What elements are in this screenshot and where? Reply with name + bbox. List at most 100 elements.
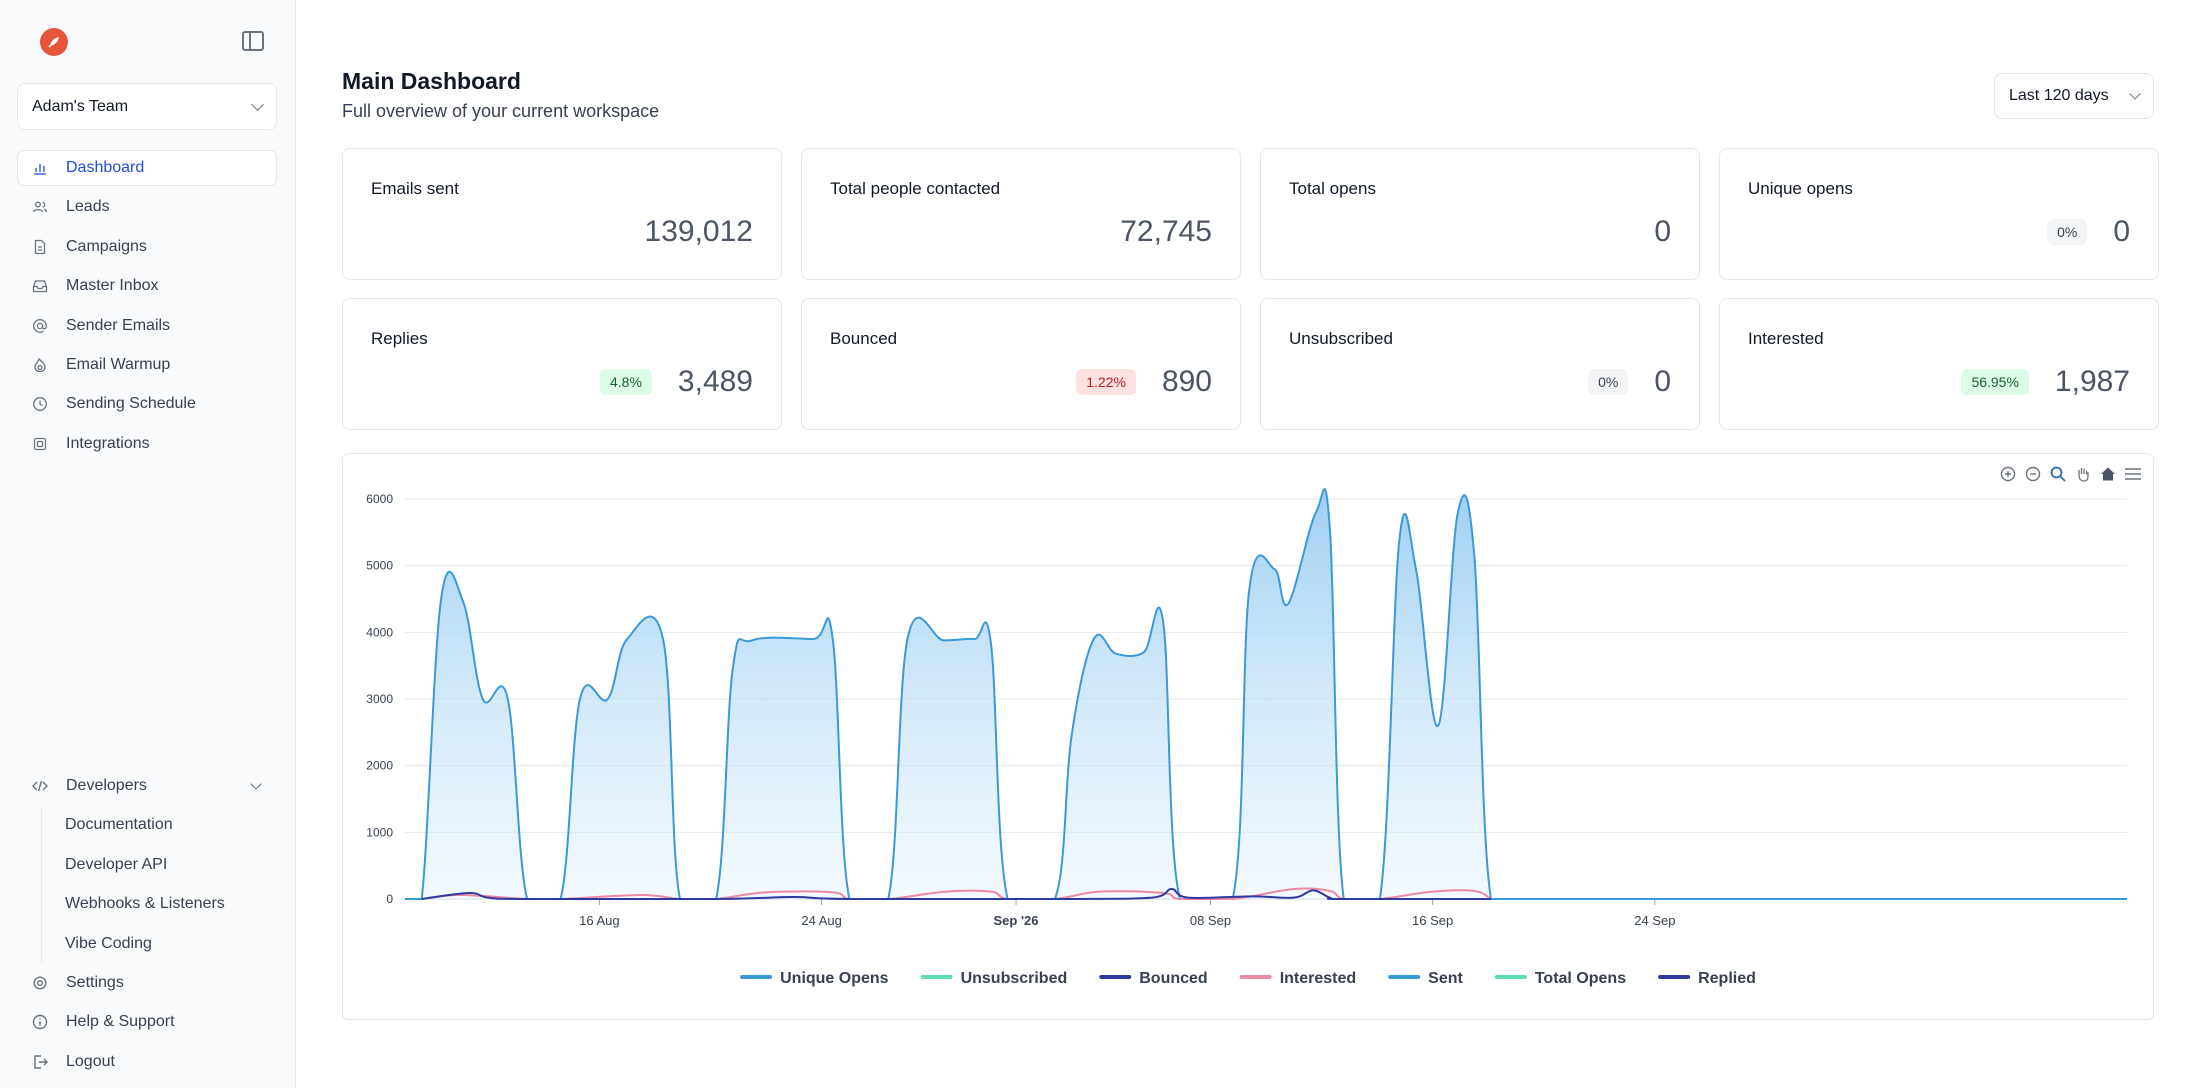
stat-value: 1,987 — [2054, 365, 2130, 398]
nav-dashboard-label: Dashboard — [66, 159, 145, 176]
pan-hand-icon[interactable] — [2073, 464, 2093, 484]
nav-logout-label: Logout — [66, 1052, 115, 1070]
team-name: Adam's Team — [32, 97, 129, 115]
code-icon — [32, 778, 48, 794]
bar-chart-icon — [32, 160, 48, 176]
nav-integrations[interactable]: Integrations — [17, 426, 277, 462]
sidebar-toggle-icon[interactable] — [242, 31, 264, 51]
nav-developers[interactable]: Developers — [17, 768, 277, 804]
stat-label: Bounced — [830, 329, 898, 348]
nav-settings[interactable]: Settings — [17, 965, 277, 1001]
info-icon — [32, 1014, 48, 1030]
legend-label: Interested — [1280, 970, 1356, 987]
page-title: Main Dashboard — [342, 68, 521, 94]
at-sign-icon — [32, 318, 48, 334]
stat-label: Total people contacted — [830, 179, 1001, 198]
nav-sending-schedule-label: Sending Schedule — [66, 395, 196, 413]
legend-label: Unsubscribed — [961, 970, 1068, 987]
nav-developer-api[interactable]: Developer API — [65, 855, 168, 873]
flame-icon — [32, 357, 48, 373]
legend-label: Total Opens — [1535, 970, 1626, 987]
chevron-down-icon — [2129, 88, 2141, 100]
stat-label: Replies — [371, 329, 428, 348]
nav-leads[interactable]: Leads — [17, 189, 277, 225]
stat-badge: 56.95% — [1961, 369, 2029, 395]
nav-webhooks[interactable]: Webhooks & Listeners — [65, 895, 225, 913]
nav-email-warmup[interactable]: Email Warmup — [17, 347, 277, 383]
stat-label: Total opens — [1289, 179, 1376, 198]
x-tick-label: 16 Aug — [579, 913, 620, 928]
stat-badge: 0% — [2047, 219, 2088, 245]
series-bounced-line — [421, 887, 1491, 901]
stat-card-total-people-contacted: Total people contacted 72,745 — [801, 148, 1241, 280]
stat-value: 0 — [2113, 215, 2130, 248]
app-logo[interactable] — [40, 28, 68, 56]
stat-label: Unsubscribed — [1289, 329, 1393, 348]
legend-label: Replied — [1698, 970, 1756, 987]
bottom-nav: Developers Documentation Developer API W… — [17, 768, 277, 1083]
nav-dashboard[interactable]: Dashboard — [17, 150, 277, 186]
nav-help-label: Help & Support — [66, 1013, 175, 1031]
chevron-down-icon — [251, 97, 264, 111]
stat-card-interested: Interested 56.95% 1,987 — [1719, 298, 2159, 430]
nav-leads-label: Leads — [66, 198, 110, 216]
zoom-in-icon[interactable] — [1998, 464, 2018, 484]
team-selector[interactable]: Adam's Team — [17, 83, 277, 130]
stat-label: Emails sent — [371, 179, 459, 198]
date-range-value: Last 120 days — [2009, 87, 2109, 104]
activity-chart: 0 1000 2000 3000 4000 5000 6000 16 Aug 24 Aug Sep… — [342, 453, 2154, 1020]
y-tick-label: 5000 — [366, 559, 393, 573]
stat-value: 0 — [1654, 365, 1671, 398]
nav-vibe-coding[interactable]: Vibe Coding — [65, 934, 152, 952]
menu-icon[interactable] — [2123, 464, 2143, 484]
nav-campaigns[interactable]: Campaigns — [17, 229, 277, 265]
magnifier-icon[interactable] — [2048, 464, 2068, 484]
clock-icon — [32, 396, 48, 412]
zoom-out-icon[interactable] — [2023, 464, 2043, 484]
logout-icon — [32, 1054, 48, 1070]
nav-sender-emails-label: Sender Emails — [66, 316, 171, 334]
sidebar: Adam's Team Dashboard Leads Campaigns Maste… — [0, 0, 296, 1088]
y-tick-label: 0 — [386, 892, 393, 906]
stat-badge: 4.8% — [600, 369, 652, 395]
nav-help[interactable]: Help & Support — [17, 1004, 277, 1040]
y-tick-label: 4000 — [366, 625, 393, 639]
nav-master-inbox-label: Master Inbox — [66, 277, 159, 295]
nav-developers-label: Developers — [66, 777, 147, 794]
stat-card-emails-sent: Emails sent 139,012 — [342, 148, 782, 280]
stat-value: 139,012 — [644, 215, 753, 248]
nav-integrations-label: Integrations — [66, 434, 150, 452]
x-tick-label: Sep '26 — [994, 913, 1039, 928]
x-tick-label: 16 Sep — [1412, 913, 1453, 928]
home-icon[interactable] — [2098, 464, 2118, 484]
chip-icon — [32, 436, 48, 452]
main-content: Main Dashboard Full overview of your cur… — [296, 0, 2200, 1088]
inbox-icon — [32, 278, 48, 294]
nav-master-inbox[interactable]: Master Inbox — [17, 268, 277, 304]
legend-label: Bounced — [1139, 970, 1207, 987]
nav-email-warmup-label: Email Warmup — [66, 355, 171, 373]
document-icon — [32, 239, 48, 255]
main-nav: Dashboard Leads Campaigns Master Inbox Sende… — [17, 150, 277, 465]
stat-value: 890 — [1161, 365, 1212, 398]
series-sent-area — [405, 488, 2127, 899]
date-range-select[interactable]: Last 120 days — [1994, 73, 2154, 119]
stat-card-bounced: Bounced 1.22% 890 — [801, 298, 1241, 430]
developers-submenu: Documentation Developer API Webhooks & L… — [41, 807, 277, 962]
x-tick-label: 24 Sep — [1634, 913, 1675, 928]
nav-sender-emails[interactable]: Sender Emails — [17, 308, 277, 344]
rocket-icon — [48, 37, 59, 48]
stat-card-replies: Replies 4.8% 3,489 — [342, 298, 782, 430]
nav-sending-schedule[interactable]: Sending Schedule — [17, 386, 277, 422]
chart-canvas: 0 1000 2000 3000 4000 5000 6000 16 Aug 24 Aug Sep… — [366, 488, 2127, 987]
stat-value: 72,745 — [1120, 215, 1212, 248]
nav-logout[interactable]: Logout — [17, 1044, 277, 1080]
legend-label: Unique Opens — [780, 970, 889, 987]
nav-documentation[interactable]: Documentation — [65, 816, 173, 834]
chevron-down-icon — [250, 778, 262, 790]
x-tick-label: 24 Aug — [801, 913, 842, 928]
y-tick-label: 3000 — [366, 692, 393, 706]
gear-icon — [32, 975, 48, 991]
stat-value: 3,489 — [677, 365, 753, 398]
y-tick-label: 6000 — [366, 492, 393, 506]
